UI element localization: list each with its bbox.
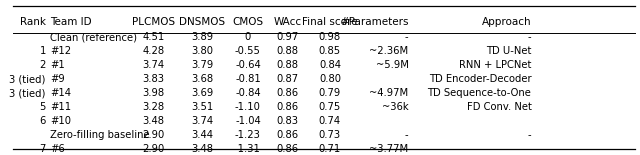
Text: CMOS: CMOS bbox=[232, 17, 264, 27]
Text: 5: 5 bbox=[40, 102, 46, 112]
Text: -1.31: -1.31 bbox=[235, 144, 261, 154]
Text: 3.68: 3.68 bbox=[191, 74, 213, 84]
Text: -: - bbox=[405, 130, 408, 140]
Text: 3.28: 3.28 bbox=[142, 102, 164, 112]
Text: 0.98: 0.98 bbox=[319, 32, 341, 42]
Text: 6: 6 bbox=[40, 116, 46, 126]
Text: 0.74: 0.74 bbox=[319, 116, 341, 126]
Text: -0.55: -0.55 bbox=[235, 46, 261, 56]
Text: 0.85: 0.85 bbox=[319, 46, 341, 56]
Text: -: - bbox=[528, 32, 531, 42]
Text: Clean (reference): Clean (reference) bbox=[51, 32, 137, 42]
Text: 0.86: 0.86 bbox=[276, 88, 298, 98]
Text: RNN + LPCNet: RNN + LPCNet bbox=[459, 60, 531, 70]
Text: Zero-filling baseline: Zero-filling baseline bbox=[51, 130, 150, 140]
Text: ~2.36M: ~2.36M bbox=[369, 46, 408, 56]
Text: 3.83: 3.83 bbox=[142, 74, 164, 84]
Text: -: - bbox=[528, 130, 531, 140]
Text: TD Encoder-Decoder: TD Encoder-Decoder bbox=[429, 74, 531, 84]
Text: 0.97: 0.97 bbox=[276, 32, 298, 42]
Text: 3.74: 3.74 bbox=[142, 60, 164, 70]
Text: 2.90: 2.90 bbox=[142, 130, 164, 140]
Text: Final score: Final score bbox=[302, 17, 358, 27]
Text: 3.48: 3.48 bbox=[142, 116, 164, 126]
Text: 3.89: 3.89 bbox=[191, 32, 213, 42]
Text: -0.84: -0.84 bbox=[235, 88, 260, 98]
Text: DNSMOS: DNSMOS bbox=[179, 17, 225, 27]
Text: 0.86: 0.86 bbox=[276, 130, 298, 140]
Text: -1.10: -1.10 bbox=[235, 102, 261, 112]
Text: 0.87: 0.87 bbox=[276, 74, 298, 84]
Text: FD Conv. Net: FD Conv. Net bbox=[467, 102, 531, 112]
Text: Approach: Approach bbox=[482, 17, 531, 27]
Text: 0.86: 0.86 bbox=[276, 144, 298, 154]
Text: #Parameters: #Parameters bbox=[340, 17, 408, 27]
Text: -1.04: -1.04 bbox=[235, 116, 261, 126]
Text: 0.73: 0.73 bbox=[319, 130, 341, 140]
Text: 3.48: 3.48 bbox=[191, 144, 213, 154]
Text: 4.51: 4.51 bbox=[142, 32, 164, 42]
Text: 0.86: 0.86 bbox=[276, 102, 298, 112]
Text: 0.83: 0.83 bbox=[276, 116, 298, 126]
Text: -0.81: -0.81 bbox=[235, 74, 261, 84]
Text: #1: #1 bbox=[51, 60, 65, 70]
Text: 2.90: 2.90 bbox=[142, 144, 164, 154]
Text: 0.71: 0.71 bbox=[319, 144, 341, 154]
Text: ~36k: ~36k bbox=[382, 102, 408, 112]
Text: 0.88: 0.88 bbox=[276, 60, 298, 70]
Text: -: - bbox=[405, 32, 408, 42]
Text: #11: #11 bbox=[51, 102, 72, 112]
Text: -0.64: -0.64 bbox=[235, 60, 261, 70]
Text: 2: 2 bbox=[40, 60, 46, 70]
Text: 3 (tied): 3 (tied) bbox=[10, 74, 46, 84]
Text: 3.51: 3.51 bbox=[191, 102, 213, 112]
Text: ~5.9M: ~5.9M bbox=[376, 60, 408, 70]
Text: 0.84: 0.84 bbox=[319, 60, 341, 70]
Text: 1: 1 bbox=[40, 46, 46, 56]
Text: 3.74: 3.74 bbox=[191, 116, 213, 126]
Text: Team ID: Team ID bbox=[51, 17, 92, 27]
Text: 0.88: 0.88 bbox=[276, 46, 298, 56]
Text: 0.79: 0.79 bbox=[319, 88, 341, 98]
Text: 3 (tied): 3 (tied) bbox=[10, 88, 46, 98]
Text: ~4.97M: ~4.97M bbox=[369, 88, 408, 98]
Text: #12: #12 bbox=[51, 46, 72, 56]
Text: 0.75: 0.75 bbox=[319, 102, 341, 112]
Text: PLCMOS: PLCMOS bbox=[132, 17, 175, 27]
Text: Rank: Rank bbox=[20, 17, 46, 27]
Text: ~3.77M: ~3.77M bbox=[369, 144, 408, 154]
Text: #6: #6 bbox=[51, 144, 65, 154]
Text: #9: #9 bbox=[51, 74, 65, 84]
Text: 0.80: 0.80 bbox=[319, 74, 341, 84]
Text: WAcc: WAcc bbox=[273, 17, 301, 27]
Text: TD Sequence-to-One: TD Sequence-to-One bbox=[428, 88, 531, 98]
Text: 3.79: 3.79 bbox=[191, 60, 213, 70]
Text: 4.28: 4.28 bbox=[142, 46, 164, 56]
Text: -1.23: -1.23 bbox=[235, 130, 261, 140]
Text: 3.44: 3.44 bbox=[191, 130, 213, 140]
Text: 3.80: 3.80 bbox=[191, 46, 213, 56]
Text: 7: 7 bbox=[40, 144, 46, 154]
Text: 3.98: 3.98 bbox=[142, 88, 164, 98]
Text: 3.69: 3.69 bbox=[191, 88, 213, 98]
Text: 0: 0 bbox=[245, 32, 251, 42]
Text: #10: #10 bbox=[51, 116, 71, 126]
Text: #14: #14 bbox=[51, 88, 71, 98]
Text: TD U-Net: TD U-Net bbox=[486, 46, 531, 56]
